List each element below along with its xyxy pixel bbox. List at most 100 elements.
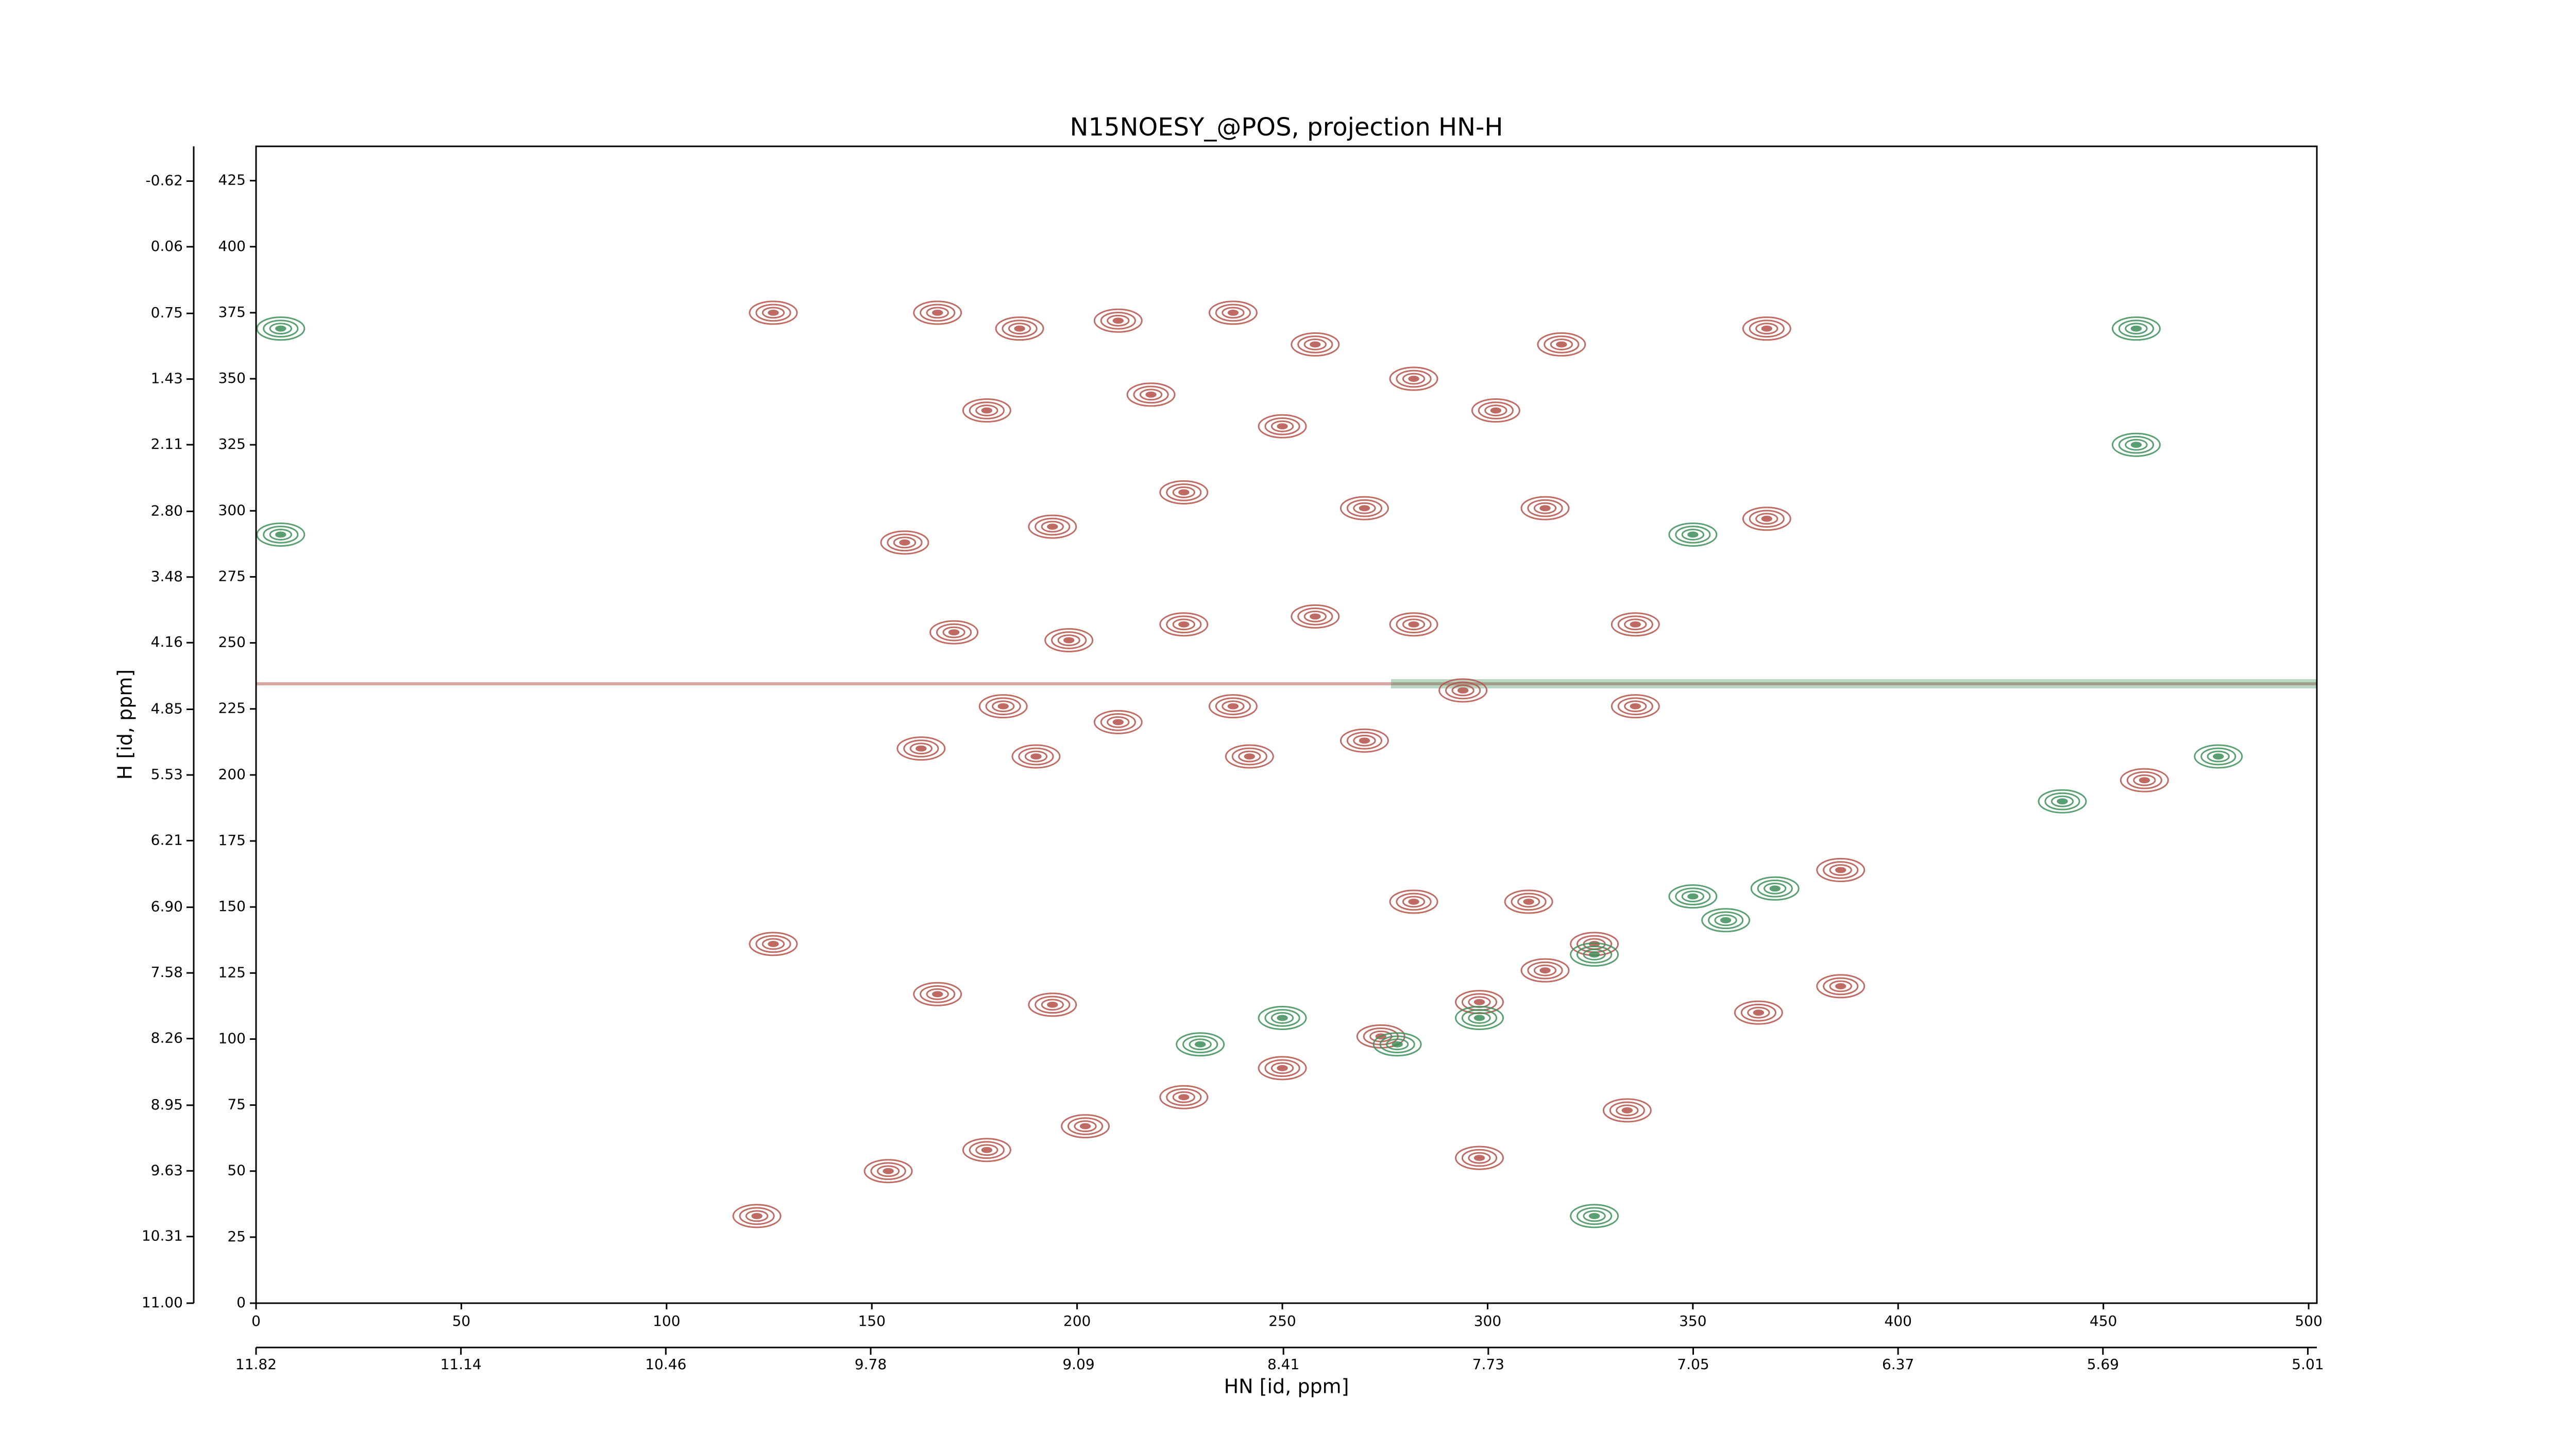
y-tick-label: 125 [218,964,246,981]
contour-ring [1194,1041,1206,1048]
contour-ring [1063,637,1075,644]
contour-ring [2139,777,2150,784]
contour-ring [920,985,956,1003]
contour-ring [1675,887,1711,906]
contour-ring [263,319,299,338]
contour-ring [2130,442,2142,448]
contour-ring [1112,719,1124,726]
peak [1028,992,1077,1017]
contour-ring [932,310,943,316]
x2-tick-label: 9.78 [855,1356,887,1373]
contour-ring [1576,1207,1613,1225]
peak [995,316,1044,341]
peak [1742,507,1791,531]
contour-ring [1047,524,1058,530]
contour-ring [1701,908,1751,933]
x2-tick-label: 6.37 [1882,1356,1914,1373]
contour-ring [1609,1101,1645,1120]
peak [1455,1145,1504,1170]
peak [880,530,929,555]
y2-tick-label: 8.95 [151,1096,183,1113]
contour-ring [1227,310,1239,316]
contour-ring [932,991,943,998]
contour-ring [2050,795,2074,807]
y-tick-label: 275 [218,567,246,584]
y-tick-label: 75 [227,1096,246,1113]
contour-ring [1588,951,1600,958]
contour-ring [1166,615,1202,634]
peak [1258,1056,1307,1081]
contour-ring [1178,489,1190,496]
peak [1291,332,1340,357]
contour-ring [1630,703,1641,710]
contour-ring [1222,307,1245,319]
contour-ring [1018,747,1054,766]
peak [2038,789,2087,814]
peak [256,316,306,341]
peak [1570,942,1619,967]
x-tick-label: 100 [653,1312,680,1329]
contour-ring [1455,1145,1504,1170]
peak [1208,300,1258,325]
contour-ring [920,304,956,322]
contour-ring [1539,505,1551,512]
peak [2120,768,2169,793]
contour-ring [1178,1094,1190,1101]
contour-ring [1583,949,1606,961]
contour-ring [1270,1012,1294,1024]
contour-ring [1051,631,1087,649]
y-tick-label: 0 [236,1294,246,1311]
contour-ring [1402,618,1426,631]
contour-ring [1159,480,1209,504]
peak [1537,332,1586,357]
y-tick-label: 425 [218,172,246,189]
contour-ring [1396,892,1432,911]
contour-ring [1392,1041,1403,1048]
contour-ring [1621,1107,1633,1114]
contour-ring [1258,1005,1307,1030]
x-tick-label: 400 [1885,1312,1912,1329]
contour-ring [962,1138,1011,1162]
contour-ring [2194,744,2243,769]
contour-ring [1835,867,1846,873]
peak [1291,604,1340,629]
contour-ring [1291,332,1340,357]
contour-ring [1176,1032,1225,1057]
peak [1159,480,1209,504]
contour-ring [751,1212,762,1219]
contour-ring [1757,879,1793,898]
contour-ring [1264,1009,1300,1027]
contour-ring [2207,750,2230,763]
x2-tick-label: 7.05 [1677,1356,1709,1373]
contour-ring [1396,369,1432,388]
contour-ring [863,1159,913,1184]
contour-ring [1297,608,1333,626]
contour-ring [2200,747,2236,766]
peak [1455,1005,1504,1030]
contour-ring [1668,522,1718,547]
contour-ring [1100,311,1136,330]
contour-ring [269,323,293,335]
y2-tick-label: 7.58 [151,964,183,981]
contour-ring [1231,747,1267,766]
contour-ring [1353,502,1376,514]
y-tick-label: 300 [218,501,246,518]
contour-ring [1093,710,1143,734]
y-axis-label: H [id, ppm] [114,669,137,780]
contour-ring [1139,389,1163,401]
contour-ring [256,522,306,547]
contour-ring [1761,515,1772,522]
contour-ring [1277,423,1288,430]
contour-ring [2044,792,2080,811]
contour-ring [1720,917,1732,923]
contour-ring [1270,1062,1294,1074]
contour-ring [745,1210,769,1222]
contour-ring [978,694,1028,719]
contour-ring [1539,967,1551,974]
contour-ring [991,700,1015,713]
contour-ring [1750,876,1800,901]
peak [1159,1085,1209,1109]
peak [1159,612,1209,637]
contour-ring [1570,942,1619,967]
